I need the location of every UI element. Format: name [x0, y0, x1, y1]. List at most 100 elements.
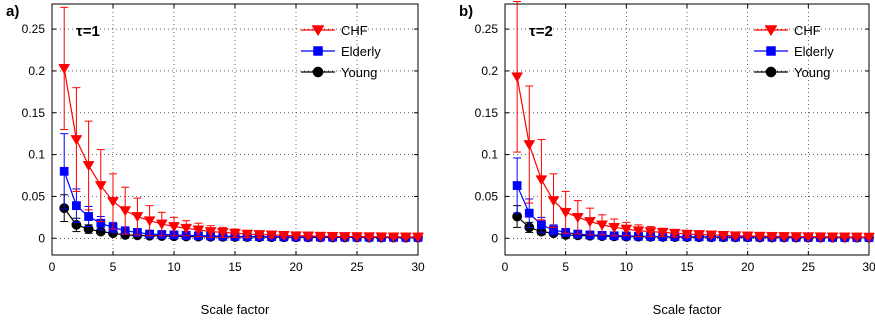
data-point — [82, 161, 95, 172]
data-point — [765, 231, 778, 243]
legend-marker — [764, 25, 778, 37]
data-point — [155, 219, 168, 230]
legend-marker — [766, 46, 776, 56]
data-point — [216, 228, 229, 239]
data-point — [571, 212, 584, 224]
data-point — [412, 232, 424, 243]
data-point — [253, 230, 266, 241]
chart-panel-a: 0 5 10 15 20 25 30 0 0.05 0.1 0.15 0.2 0.25 Scale fac… — [6, 3, 425, 317]
data-point — [537, 220, 546, 230]
plot-area — [505, 4, 869, 255]
data-point — [741, 231, 754, 242]
data-point — [814, 232, 827, 243]
data-point — [668, 228, 681, 239]
data-point — [338, 232, 351, 243]
x-tick-label: 5 — [562, 260, 569, 274]
data-point — [351, 232, 363, 243]
data-point — [547, 196, 560, 207]
data-point — [705, 230, 718, 241]
panel-label: a) — [6, 3, 19, 20]
y-tick-label: 0.25 — [475, 22, 499, 36]
data-point — [850, 232, 863, 243]
data-point — [94, 181, 107, 192]
data-point — [375, 232, 388, 243]
y-tick-label: 0.25 — [22, 22, 46, 36]
legend-marker — [765, 66, 777, 78]
y-tick-label: 0.05 — [22, 189, 46, 203]
data-point — [192, 225, 205, 236]
y-tick-label: 0.1 — [28, 148, 45, 162]
data-point — [608, 223, 621, 234]
data-point — [119, 206, 132, 217]
data-point — [632, 226, 645, 237]
data-point — [523, 140, 536, 151]
y-tick-label: 0.15 — [22, 106, 46, 120]
y-tick-label: 0.2 — [481, 64, 498, 78]
data-point — [511, 72, 524, 83]
data-point — [314, 231, 327, 242]
x-tick-label: 20 — [289, 260, 303, 274]
data-point — [72, 201, 81, 211]
legend-label: Young — [794, 65, 830, 80]
plot-area — [52, 4, 418, 255]
data-point — [838, 232, 851, 243]
x-tick-label: 0 — [502, 260, 509, 274]
legend-marker — [312, 66, 324, 78]
x-tick-label: 15 — [680, 260, 694, 274]
y-tick-label: 0 — [38, 231, 45, 245]
legend-label: Elderly — [341, 44, 381, 59]
tau-annotation: τ=2 — [529, 23, 553, 40]
data-point — [326, 231, 339, 243]
data-point — [131, 212, 144, 223]
data-point — [512, 181, 522, 190]
x-axis-label: Scale factor — [201, 302, 270, 317]
data-point — [802, 232, 815, 243]
data-point — [363, 232, 376, 243]
data-point — [778, 232, 791, 243]
x-tick-label: 10 — [167, 260, 181, 274]
data-point — [241, 229, 254, 240]
data-point — [143, 216, 156, 227]
data-point — [596, 220, 609, 231]
data-point — [863, 232, 875, 243]
data-point — [70, 135, 83, 146]
panel-label: b) — [459, 3, 473, 20]
x-tick-label: 15 — [228, 260, 242, 274]
data-point — [644, 227, 657, 238]
legend-label: Elderly — [794, 44, 834, 59]
x-tick-label: 10 — [620, 260, 634, 274]
legend-label: CHF — [341, 23, 368, 38]
x-tick-label: 30 — [862, 260, 875, 274]
data-point — [753, 231, 766, 242]
data-point — [729, 231, 742, 242]
y-tick-label: 0.2 — [28, 64, 45, 78]
chart-panel-b: 0 5 10 15 20 25 30 0 0.05 0.1 0.15 0.2 0.25 Scale fac… — [459, 0, 875, 317]
data-point — [620, 224, 633, 235]
series-chf — [511, 0, 875, 243]
data-point — [168, 222, 180, 233]
x-tick-label: 5 — [110, 260, 117, 274]
data-point — [204, 227, 217, 238]
x-tick-label: 25 — [802, 260, 816, 274]
data-point — [583, 217, 596, 228]
data-point — [265, 230, 278, 241]
data-point — [387, 232, 400, 243]
data-point — [656, 228, 669, 239]
x-tick-label: 30 — [411, 260, 425, 274]
data-point — [290, 231, 302, 242]
legend: CHF Elderly Young — [754, 23, 834, 80]
data-point — [717, 230, 730, 242]
data-point — [59, 166, 69, 176]
data-point — [399, 232, 412, 243]
legend-label: CHF — [794, 23, 821, 38]
y-tick-label: 0.05 — [475, 189, 499, 203]
data-point — [302, 231, 315, 242]
legend-label: Young — [341, 65, 377, 80]
data-point — [277, 230, 290, 242]
x-tick-label: 0 — [49, 260, 56, 274]
x-axis-label: Scale factor — [653, 302, 722, 317]
series-chf — [58, 6, 424, 243]
y-tick-label: 0 — [491, 231, 498, 245]
data-point — [180, 223, 193, 234]
tau-annotation: τ=1 — [76, 23, 100, 40]
